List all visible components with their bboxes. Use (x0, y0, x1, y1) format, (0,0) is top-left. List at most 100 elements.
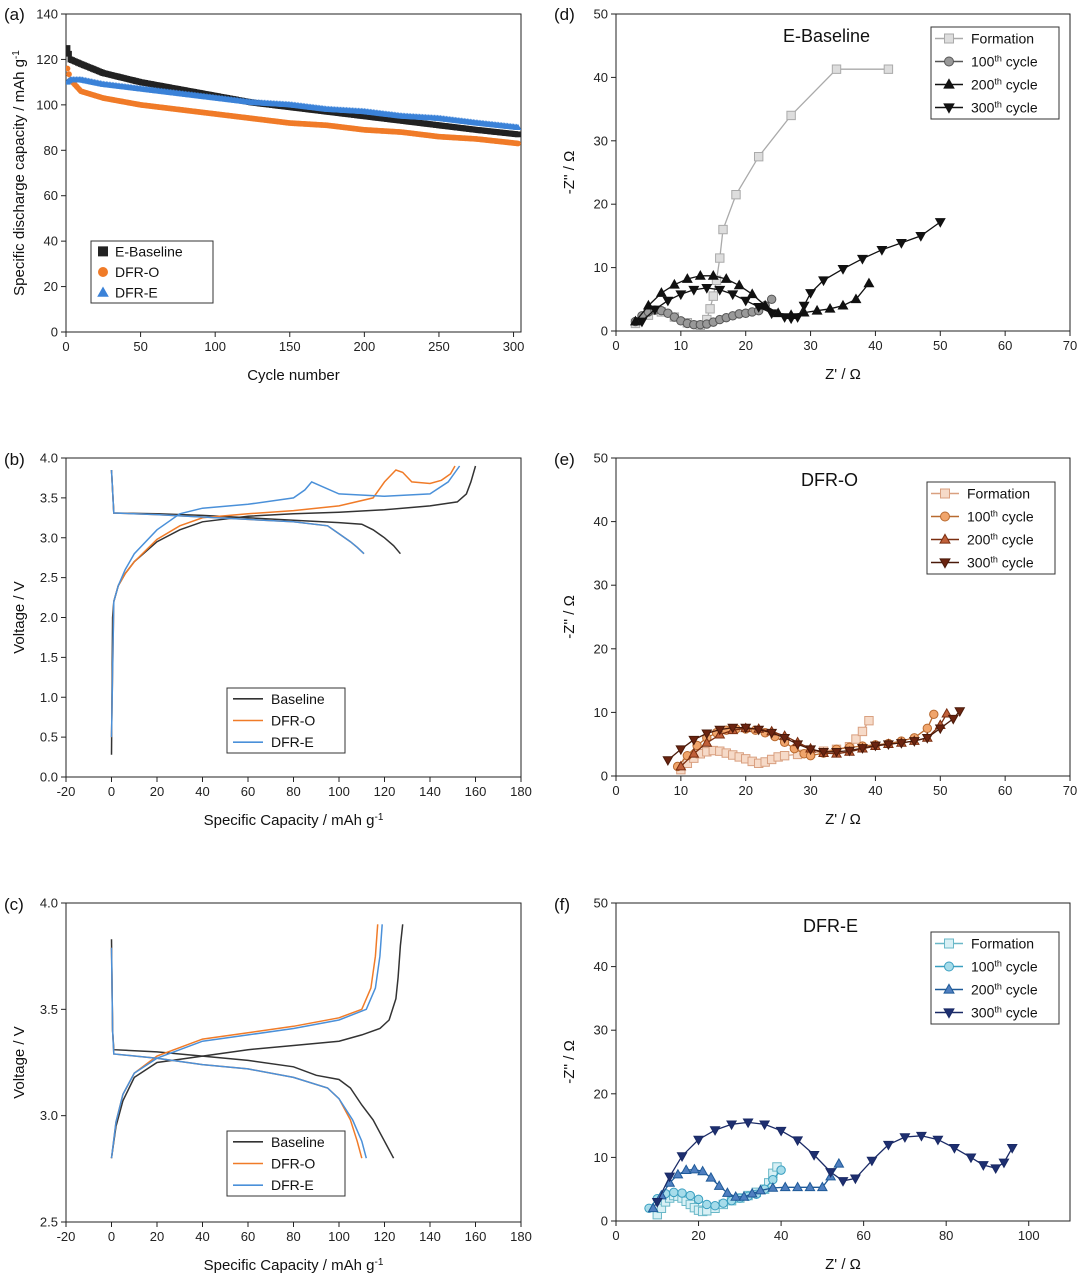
data-point (709, 1126, 721, 1136)
data-point (629, 315, 641, 326)
charge-curve (110, 924, 383, 1159)
data-point (837, 265, 849, 275)
data-point (921, 733, 933, 744)
panel-label: (b) (4, 450, 25, 469)
y-axis-title: Specific discharge capacity / mAh g-1 (11, 50, 29, 296)
y-tick-label: 80 (44, 143, 58, 158)
x-tick-label: 20 (150, 1229, 164, 1244)
legend: E-Baseline DFR-O DFR-E (90, 240, 214, 304)
x-tick-label: 0 (108, 1229, 115, 1244)
data-point (915, 232, 927, 242)
discharge-curve (110, 469, 365, 555)
data-point (825, 1168, 837, 1178)
data-point (779, 733, 791, 744)
data-point (662, 296, 674, 307)
x-tick-label: -20 (57, 784, 76, 799)
legend-label: 100th cycle (971, 54, 1038, 70)
y-tick-label: 50 (594, 7, 608, 22)
legend-label: DFR-O (115, 264, 159, 280)
data-point (718, 224, 728, 235)
x-tick-label: 100 (204, 339, 226, 354)
plot-area (662, 707, 966, 775)
data-point (701, 284, 713, 294)
x-tick-label: 180 (510, 1229, 532, 1244)
discharge-curve (110, 469, 365, 555)
x-tick-label: 140 (419, 1229, 441, 1244)
chart-title: DFR-O (801, 470, 858, 490)
legend-marker (97, 286, 109, 297)
y-tick-label: 0 (601, 769, 608, 784)
legend: Baseline DFR-O DFR-E (226, 1130, 346, 1197)
x-tick-label: 100 (328, 784, 350, 799)
data-point (934, 218, 946, 228)
x-tick-label: 0 (612, 783, 619, 798)
data-point (681, 273, 693, 283)
x-axis-title: Cycle number (247, 367, 340, 384)
plot-frame (615, 902, 1071, 1222)
y-tick-label: 4.0 (40, 451, 58, 466)
data-point (668, 278, 680, 289)
data-point (727, 290, 739, 301)
data-point (876, 245, 888, 256)
x-tick-label: 80 (286, 1229, 300, 1244)
x-tick-label: 160 (465, 1229, 487, 1244)
legend-label: 300th cycle (967, 555, 1034, 571)
discharge-curve (110, 939, 395, 1159)
series-200 (629, 269, 875, 326)
data-point (720, 273, 732, 283)
panel-label: (f) (554, 895, 570, 914)
data-point (804, 1181, 816, 1192)
x-tick-label: 0 (62, 339, 69, 354)
data-point (746, 1187, 758, 1198)
data-point (883, 64, 894, 74)
data-point (701, 737, 713, 747)
legend-marker (98, 267, 108, 277)
data-point (708, 291, 718, 301)
legend-box (90, 240, 214, 304)
data-point (669, 1187, 679, 1198)
data-point (675, 760, 687, 771)
legend: Formation 100th cycle 200th cycle 300th cyc… (930, 26, 1060, 120)
y-tick-label: 3.5 (40, 490, 58, 505)
y-tick-label: 10 (594, 705, 608, 720)
data-point (740, 296, 752, 307)
y-axis-title: Voltage / V (11, 1026, 28, 1099)
y-tick-label: 2.5 (40, 1215, 58, 1230)
data-point (947, 714, 959, 725)
x-tick-label: 20 (150, 784, 164, 799)
data-point (714, 725, 726, 736)
series-line (641, 221, 941, 322)
data-point (701, 729, 713, 740)
series-dfr-e (110, 465, 461, 738)
data-point (688, 1163, 700, 1174)
data-point (837, 299, 849, 310)
x-tick-label: 40 (868, 338, 882, 353)
x-tick-label: 10 (674, 338, 688, 353)
data-point (636, 317, 648, 328)
panel-label: (c) (4, 895, 24, 914)
data-point (731, 189, 741, 200)
data-point (721, 1187, 733, 1197)
data-point (677, 1188, 687, 1198)
data-point (816, 1181, 828, 1192)
y-tick-label: 50 (594, 451, 608, 466)
y-tick-label: 3.0 (40, 530, 58, 545)
legend-marker (944, 56, 954, 67)
legend-marker (943, 1008, 955, 1019)
data-point (895, 739, 907, 749)
y-tick-label: 40 (44, 234, 58, 249)
data-point (915, 1131, 927, 1142)
data-point (713, 1180, 725, 1190)
data-point (746, 288, 758, 299)
y-tick-label: 3.0 (40, 1108, 58, 1123)
data-point (792, 1136, 804, 1147)
x-tick-label: 20 (691, 1228, 705, 1243)
panel-label: (e) (554, 450, 575, 469)
data-point (908, 737, 920, 747)
y-tick-label: 0.0 (40, 770, 58, 785)
data-point (805, 745, 817, 756)
chart-title: DFR-E (803, 916, 858, 936)
y-tick-label: 1.0 (40, 690, 58, 705)
x-tick-label: 40 (868, 783, 882, 798)
data-point (675, 290, 687, 301)
